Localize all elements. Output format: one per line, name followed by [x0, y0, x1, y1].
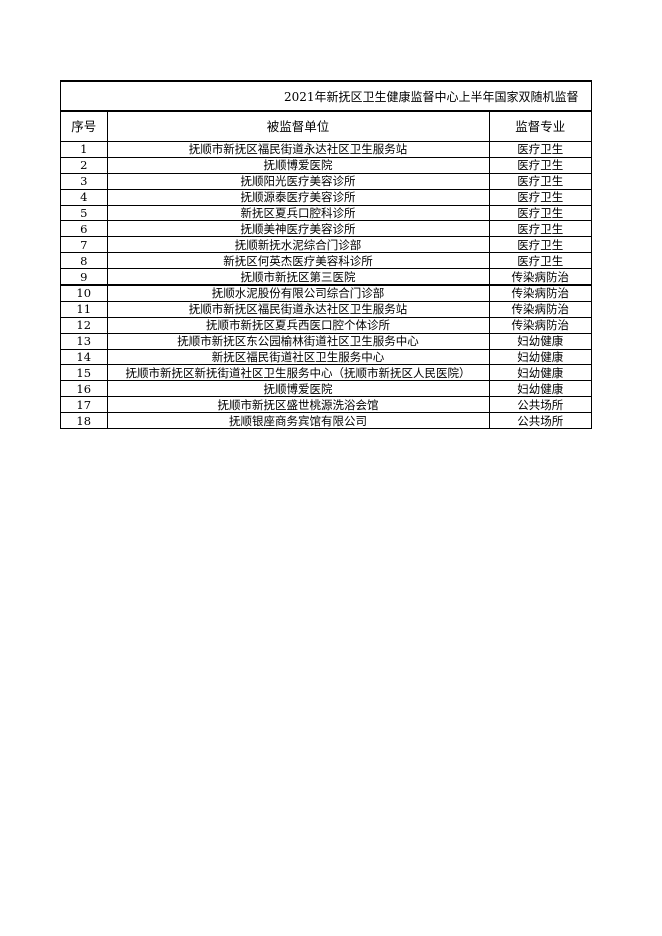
row-specialty: 医疗卫生: [488, 252, 591, 270]
row-index: 13: [61, 332, 108, 350]
row-index: 5: [61, 204, 108, 222]
table-row: 6 抚顺美神医疗美容诊所 医疗卫生: [61, 220, 591, 238]
row-unit: 抚顺市新抚区盛世桃源洗浴会馆: [106, 396, 490, 414]
inspection-table: 序号 被监督单位 监督专业 1 抚顺市新抚区福民街道永达社区卫生服务站 医疗卫生 2 抚…: [61, 111, 591, 430]
row-unit: 抚顺市新抚区福民街道永达社区卫生服务站: [106, 300, 490, 318]
row-specialty: 医疗卫生: [488, 141, 591, 158]
row-unit-text: 抚顺源泰医疗美容诊所: [240, 190, 356, 205]
row-index: 17: [61, 396, 108, 414]
table-row: 8 新抚区何英杰医疗美容科诊所 医疗卫生: [61, 252, 591, 270]
row-index: 8: [61, 252, 108, 270]
row-unit: 抚顺新抚水泥综合门诊部: [106, 236, 490, 254]
table-row: 7 抚顺新抚水泥综合门诊部 医疗卫生: [61, 236, 591, 254]
row-unit: 新抚区夏兵口腔科诊所: [106, 204, 490, 222]
row-specialty: 医疗卫生: [488, 204, 591, 222]
row-unit: 抚顺市新抚区第三医院: [106, 268, 490, 286]
row-unit: 抚顺水泥股份有限公司综合门诊部: [106, 283, 490, 302]
row-index: 10: [61, 283, 108, 302]
row-index: 7: [61, 236, 108, 254]
row-unit-text: 抚顺市新抚区东公园榆林街道社区卫生服务中心: [177, 334, 419, 349]
table-row: 10 抚顺水泥股份有限公司综合门诊部 传染病防治: [61, 283, 591, 302]
row-index: 9: [61, 268, 108, 286]
row-unit: 新抚区福民街道社区卫生服务中心: [106, 348, 490, 366]
row-specialty: 医疗卫生: [488, 156, 591, 174]
row-specialty: 传染病防治: [488, 316, 591, 334]
row-unit: 抚顺银座商务宾馆有限公司: [106, 412, 490, 430]
header-row: 序号 被监督单位 监督专业: [61, 111, 591, 142]
row-unit-text: 抚顺博爱医院: [263, 381, 333, 396]
row-unit-text: 抚顺博爱医院: [263, 158, 333, 173]
row-index: 11: [61, 300, 108, 318]
row-unit: 抚顺美神医疗美容诊所: [106, 220, 490, 238]
table-row: 15 抚顺市新抚区新抚街道社区卫生服务中心（抚顺市新抚区人民医院） 妇幼健康: [61, 364, 591, 382]
row-specialty: 妇幼健康: [488, 364, 591, 382]
row-index: 6: [61, 220, 108, 238]
row-index: 3: [61, 172, 108, 190]
row-index: 16: [61, 380, 108, 398]
row-unit-text: 抚顺市新抚区福民街道永达社区卫生服务站: [188, 142, 408, 157]
table-row: 14 新抚区福民街道社区卫生服务中心 妇幼健康: [61, 348, 591, 366]
row-specialty: 医疗卫生: [488, 188, 591, 206]
row-unit-text: 抚顺美神医疗美容诊所: [240, 221, 356, 236]
row-unit: 抚顺源泰医疗美容诊所: [106, 188, 490, 206]
row-unit: 抚顺阳光医疗美容诊所: [106, 172, 490, 190]
row-specialty: 传染病防治: [488, 300, 591, 318]
table-row: 17 抚顺市新抚区盛世桃源洗浴会馆 公共场所: [61, 396, 591, 414]
header-specialty: 监督专业: [488, 111, 591, 142]
row-unit-text: 抚顺阳光医疗美容诊所: [240, 174, 356, 189]
sheet-title: 2021年新抚区卫生健康监督中心上半年国家双随机监督: [61, 82, 591, 111]
row-unit-text: 抚顺市新抚区福民街道永达社区卫生服务站: [188, 302, 408, 317]
table-row: 18 抚顺银座商务宾馆有限公司 公共场所: [61, 412, 591, 430]
row-unit-text: 抚顺市新抚区夏兵西医口腔个体诊所: [206, 318, 390, 333]
row-index: 14: [61, 348, 108, 366]
row-index: 18: [61, 412, 108, 430]
row-unit: 抚顺市新抚区东公园榆林街道社区卫生服务中心: [106, 332, 490, 350]
row-index: 1: [61, 141, 108, 158]
row-specialty: 妇幼健康: [488, 348, 591, 366]
table-row: 1 抚顺市新抚区福民街道永达社区卫生服务站 医疗卫生: [61, 141, 591, 158]
row-specialty: 公共场所: [488, 412, 591, 430]
row-unit-text: 新抚区何英杰医疗美容科诊所: [223, 253, 373, 268]
header-index: 序号: [61, 111, 108, 142]
table-row: 12 抚顺市新抚区夏兵西医口腔个体诊所 传染病防治: [61, 316, 591, 334]
row-specialty: 妇幼健康: [488, 380, 591, 398]
table-row: 11 抚顺市新抚区福民街道永达社区卫生服务站 传染病防治: [61, 300, 591, 318]
row-specialty: 公共场所: [488, 396, 591, 414]
row-unit: 抚顺博爱医院: [106, 156, 490, 174]
row-unit: 抚顺市新抚区新抚街道社区卫生服务中心（抚顺市新抚区人民医院）: [106, 364, 490, 382]
table-row: 4 抚顺源泰医疗美容诊所 医疗卫生: [61, 188, 591, 206]
row-unit: 新抚区何英杰医疗美容科诊所: [106, 252, 490, 270]
table-row: 3 抚顺阳光医疗美容诊所 医疗卫生: [61, 172, 591, 190]
row-unit-text: 新抚区福民街道社区卫生服务中心: [211, 350, 385, 365]
row-unit-text: 新抚区夏兵口腔科诊所: [240, 206, 356, 220]
row-specialty: 传染病防治: [488, 283, 591, 302]
row-unit-text: 抚顺市新抚区盛世桃源洗浴会馆: [217, 397, 379, 412]
row-specialty: 妇幼健康: [488, 332, 591, 350]
row-specialty: 传染病防治: [488, 268, 591, 286]
table-row: 2 抚顺博爱医院 医疗卫生: [61, 156, 591, 174]
row-unit-text: 抚顺银座商务宾馆有限公司: [229, 413, 367, 428]
table-row: 9 抚顺市新抚区第三医院 传染病防治: [61, 268, 591, 286]
row-specialty: 医疗卫生: [488, 236, 591, 254]
row-unit-text: 抚顺新抚水泥综合门诊部: [234, 237, 362, 252]
row-unit: 抚顺市新抚区福民街道永达社区卫生服务站: [106, 141, 490, 158]
row-unit-text: 抚顺水泥股份有限公司综合门诊部: [211, 286, 385, 301]
row-specialty: 医疗卫生: [488, 172, 591, 190]
table-row: 5 新抚区夏兵口腔科诊所 医疗卫生: [61, 204, 591, 222]
row-index: 15: [61, 364, 108, 382]
row-unit: 抚顺博爱医院: [106, 380, 490, 398]
row-index: 4: [61, 188, 108, 206]
table-row: 16 抚顺博爱医院 妇幼健康: [61, 380, 591, 398]
row-index: 12: [61, 316, 108, 334]
table-row: 13 抚顺市新抚区东公园榆林街道社区卫生服务中心 妇幼健康: [61, 332, 591, 350]
row-index: 2: [61, 156, 108, 174]
header-unit: 被监督单位: [106, 111, 490, 142]
row-specialty: 医疗卫生: [488, 220, 591, 238]
inspection-table-sheet: 2021年新抚区卫生健康监督中心上半年国家双随机监督 序号 被监督单位 监督专业…: [60, 80, 592, 430]
row-unit-text: 抚顺市新抚区新抚街道社区卫生服务中心（抚顺市新抚区人民医院）: [125, 365, 471, 380]
row-unit: 抚顺市新抚区夏兵西医口腔个体诊所: [106, 316, 490, 334]
row-unit-text: 抚顺市新抚区第三医院: [240, 269, 356, 284]
